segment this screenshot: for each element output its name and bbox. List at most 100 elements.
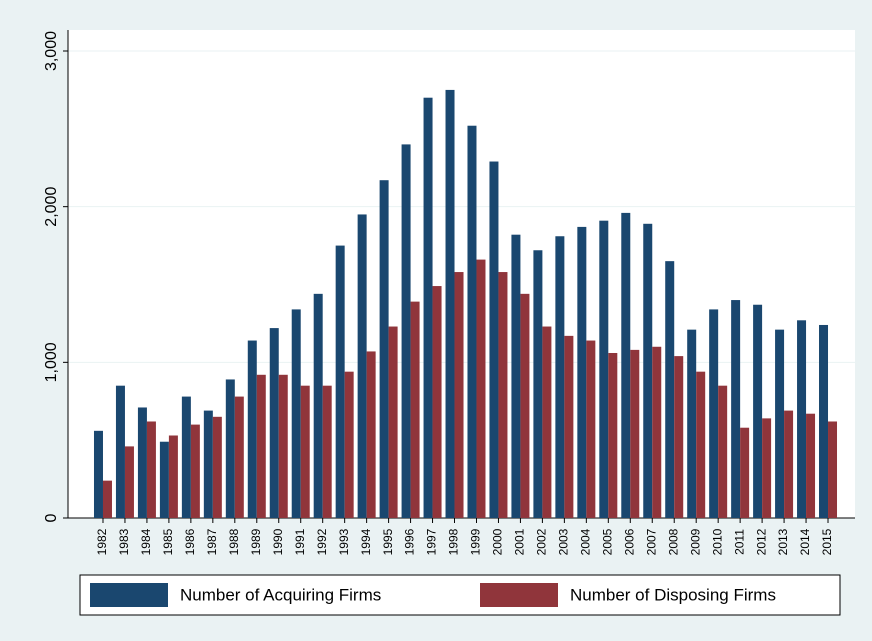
bar [696,371,706,518]
bar [687,329,697,518]
bar [366,351,376,518]
x-tick-label: 1997 [425,528,439,555]
bar [564,335,574,518]
x-tick-label: 2009 [688,528,702,555]
x-tick-label: 2011 [732,529,746,555]
bar [621,212,631,519]
bar [291,309,301,518]
bar [410,301,420,518]
bar [753,304,763,518]
bar [256,374,266,518]
bar [269,328,279,518]
bar [643,223,653,519]
bar [313,293,323,518]
bar [740,427,750,518]
bar [498,272,508,518]
bar [674,356,684,518]
legend-swatch [90,583,168,607]
x-tick-label: 1984 [139,528,153,555]
x-tick-label: 2005 [600,528,614,555]
x-tick-label: 2001 [513,528,527,555]
bar [467,125,477,518]
x-tick-label: 2006 [622,528,636,555]
x-tick-label: 1987 [205,528,219,555]
x-tick-label: 2004 [579,528,593,555]
bar [775,329,785,518]
bar [102,480,112,518]
x-tick-label: 2015 [820,528,834,555]
y-tick-label: 2,000 [43,187,60,227]
bar [784,410,794,518]
bar [454,272,464,518]
x-tick-label: 1986 [183,528,197,555]
x-tick-label: 2008 [666,528,680,555]
x-tick-label: 1996 [403,528,417,555]
bar [115,385,125,518]
bar [533,250,543,518]
x-tick-label: 1994 [359,528,373,555]
bar [652,346,662,518]
x-tick-label: 2012 [754,528,768,555]
x-tick-label: 2000 [491,528,505,555]
x-tick-label: 1990 [271,528,285,555]
bar [445,89,455,519]
bar [322,385,332,518]
x-tick-label: 1983 [117,528,131,555]
bar [93,430,103,518]
x-tick-label: 1995 [381,528,395,555]
bar [300,385,310,518]
bar [225,379,235,518]
bar [665,261,675,518]
legend-swatch [480,583,558,607]
x-tick-label: 1999 [469,528,483,555]
bar [718,385,728,518]
y-tick-label: 3,000 [43,31,60,71]
legend-label: Number of Disposing Firms [570,585,776,604]
x-tick-label: 2013 [776,528,790,555]
x-tick-label: 2014 [798,528,812,555]
bar [432,286,442,518]
bar [599,220,609,518]
bar [630,349,640,518]
bar [401,144,411,518]
bar [124,446,134,518]
bar [586,340,596,518]
bar [181,396,191,518]
bar [806,413,816,518]
bar [489,161,499,519]
x-tick-label: 2003 [557,528,571,555]
bar [520,293,530,518]
bar [344,371,354,518]
x-tick-label: 1982 [95,528,109,555]
x-tick-label: 1992 [315,528,329,555]
x-tick-label: 1998 [447,528,461,555]
x-tick-label: 1991 [293,528,307,555]
x-tick-label: 1989 [249,528,263,555]
x-tick-label: 2010 [710,528,724,555]
bar [819,324,829,518]
x-tick-label: 2002 [535,528,549,555]
bar [379,180,389,518]
bar [137,407,147,518]
bar [159,441,169,518]
bar [146,421,156,518]
bar [190,424,200,518]
bar [203,410,213,518]
y-tick-label: 1,000 [43,342,60,382]
bar [168,435,178,518]
x-tick-label: 1985 [161,528,175,555]
bar [731,300,741,518]
bar [388,326,398,518]
bar [247,340,257,518]
bar [234,396,244,518]
bar [357,214,367,518]
x-tick-label: 1988 [227,528,241,555]
bar [511,234,521,519]
bar [608,352,618,518]
bar [335,245,345,519]
bar [762,418,772,518]
x-tick-label: 1993 [337,528,351,555]
bar [542,326,552,518]
legend-label: Number of Acquiring Firms [180,585,381,604]
